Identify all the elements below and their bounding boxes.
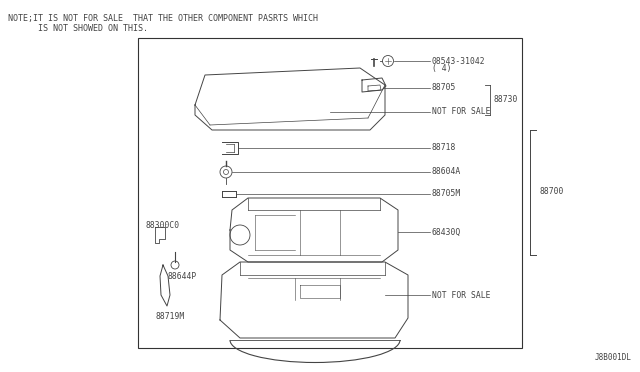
Text: IS NOT SHOWED ON THIS.: IS NOT SHOWED ON THIS.	[8, 24, 148, 33]
Text: NOT FOR SALE: NOT FOR SALE	[432, 291, 490, 299]
Text: 88644P: 88644P	[168, 272, 197, 281]
Text: 88700: 88700	[540, 187, 564, 196]
Text: 68430Q: 68430Q	[432, 228, 461, 237]
Text: NOTE;IT IS NOT FOR SALE  THAT THE OTHER COMPONENT PASRTS WHICH: NOTE;IT IS NOT FOR SALE THAT THE OTHER C…	[8, 14, 318, 23]
Text: ( 4): ( 4)	[432, 64, 451, 74]
Text: 88300C0: 88300C0	[145, 221, 179, 230]
Text: NOT FOR SALE: NOT FOR SALE	[432, 108, 490, 116]
Text: 88718: 88718	[432, 144, 456, 153]
Text: 88604A: 88604A	[432, 167, 461, 176]
Text: 88705: 88705	[432, 83, 456, 93]
Text: 08543-31042: 08543-31042	[432, 57, 486, 65]
Text: 88705M: 88705M	[432, 189, 461, 199]
Text: 88719M: 88719M	[155, 312, 184, 321]
Text: 88730: 88730	[494, 96, 518, 105]
Text: J8B001DL: J8B001DL	[595, 353, 632, 362]
Bar	[138, 38, 522, 348]
